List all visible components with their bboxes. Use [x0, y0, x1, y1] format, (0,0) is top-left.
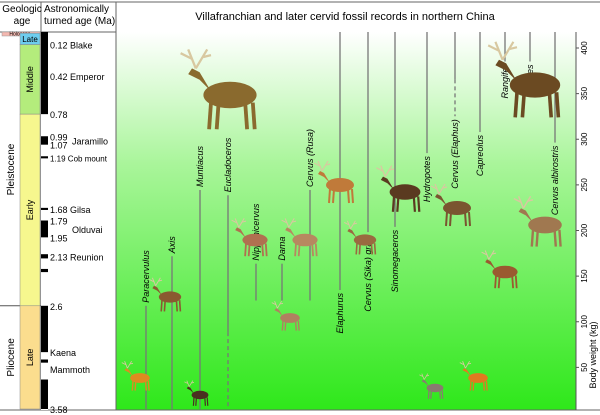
- deer-illustration: [231, 218, 268, 257]
- age-label: Kaena: [50, 348, 76, 358]
- taxon-label: Capreolus: [475, 135, 485, 177]
- y-tick-label: 200: [580, 223, 589, 237]
- stage-label: Late: [22, 35, 38, 44]
- age-label: 0.99: [50, 132, 68, 142]
- deer-illustration: [343, 220, 377, 255]
- taxon-label: Cervus (Elaphus): [450, 119, 460, 189]
- taxon-label: Nipponicervus: [251, 203, 261, 261]
- age-label: 1.68 Gilsa: [50, 205, 91, 215]
- age-label: 3.58: [50, 405, 68, 415]
- plot-background: [116, 32, 576, 410]
- deer-illustration: [481, 250, 518, 289]
- taxon-label: Dama: [277, 237, 287, 261]
- taxon-label: Axis: [167, 236, 177, 255]
- geologic-age-header-2: age: [14, 16, 31, 27]
- taxon-label: Eucladoceros: [223, 137, 233, 192]
- age-label: 0.12 Blake: [50, 41, 93, 51]
- age-label: 1.95: [50, 233, 68, 243]
- stage-label: Late: [25, 349, 35, 367]
- deer-illustration: [459, 360, 488, 391]
- normal-polarity-chron: [41, 379, 48, 409]
- normal-polarity-chron: [41, 156, 48, 159]
- taxon-label: Cervus (Rusa): [305, 129, 315, 187]
- normal-polarity-chron: [41, 136, 48, 145]
- astro-age-header: Astronomically: [44, 4, 109, 15]
- deer-illustration: [148, 277, 182, 312]
- deer-illustration: [184, 380, 209, 406]
- y-tick-label: 150: [580, 269, 589, 283]
- normal-polarity-chron: [41, 32, 48, 115]
- age-label: 1.79: [50, 217, 68, 227]
- taxon-label: Sinomegaceros: [390, 229, 400, 292]
- figure-title: Villafranchian and later cervid fossil r…: [195, 11, 495, 23]
- normal-polarity-chron: [41, 268, 48, 273]
- age-label: 1.19 Cob mount: [50, 154, 108, 163]
- normal-polarity-chron: [41, 220, 48, 238]
- age-label: Jaramillo: [72, 136, 108, 146]
- taxon-label: Cervus albirostris: [550, 145, 560, 215]
- deer-illustration: [430, 183, 471, 227]
- age-label: 2.13 Reunion: [50, 252, 104, 262]
- deer-illustration: [313, 160, 354, 204]
- stage-label: Middle: [25, 66, 35, 93]
- epoch-label: Pleistocene: [6, 143, 17, 195]
- y-tick-label: 350: [580, 86, 589, 100]
- deer-illustration: [513, 195, 562, 247]
- stage-label: Early: [25, 199, 35, 220]
- y-tick-label: 50: [580, 362, 589, 371]
- y-tick-label: 100: [580, 315, 589, 329]
- y-tick-label: 300: [580, 132, 589, 146]
- y-tick-label: 250: [580, 178, 589, 192]
- normal-polarity-chron: [41, 359, 48, 363]
- y-axis-label: Body weight (kg): [588, 321, 598, 388]
- stage-box: [19, 305, 41, 410]
- deer-illustration: [180, 48, 257, 130]
- age-label: Olduvai: [72, 225, 103, 235]
- taxon-label: Elaphurus: [335, 293, 345, 334]
- deer-illustration: [419, 373, 444, 399]
- deer-illustration: [376, 165, 421, 212]
- epoch-label: Pliocene: [6, 338, 17, 377]
- age-label: Mammoth: [50, 365, 90, 375]
- deer-illustration: [271, 300, 300, 331]
- age-label: 0.78: [50, 110, 68, 120]
- age-label: 2.6: [50, 302, 63, 312]
- deer-illustration: [281, 218, 318, 257]
- taxon-label: Muntiacus: [195, 145, 205, 187]
- taxon-label: Paracervulus: [141, 250, 151, 303]
- normal-polarity-chron: [41, 305, 48, 353]
- geologic-age-header: Geologic: [2, 4, 41, 15]
- normal-polarity-chron: [41, 207, 48, 210]
- moose-illustration: [487, 41, 561, 118]
- taxon-label: Cervus (Sika) grayi: [363, 234, 373, 312]
- taxon-label: Hydropotes: [422, 156, 432, 203]
- y-tick-label: 400: [580, 41, 589, 55]
- age-label: 0.42 Emperor: [50, 72, 105, 82]
- deer-illustration: [121, 360, 150, 391]
- age-label: 1.07: [50, 141, 68, 151]
- normal-polarity-chron: [41, 254, 48, 259]
- taxon-label: Rangifer: [500, 63, 510, 98]
- astro-age-header-2: turned age (Ma): [44, 16, 115, 27]
